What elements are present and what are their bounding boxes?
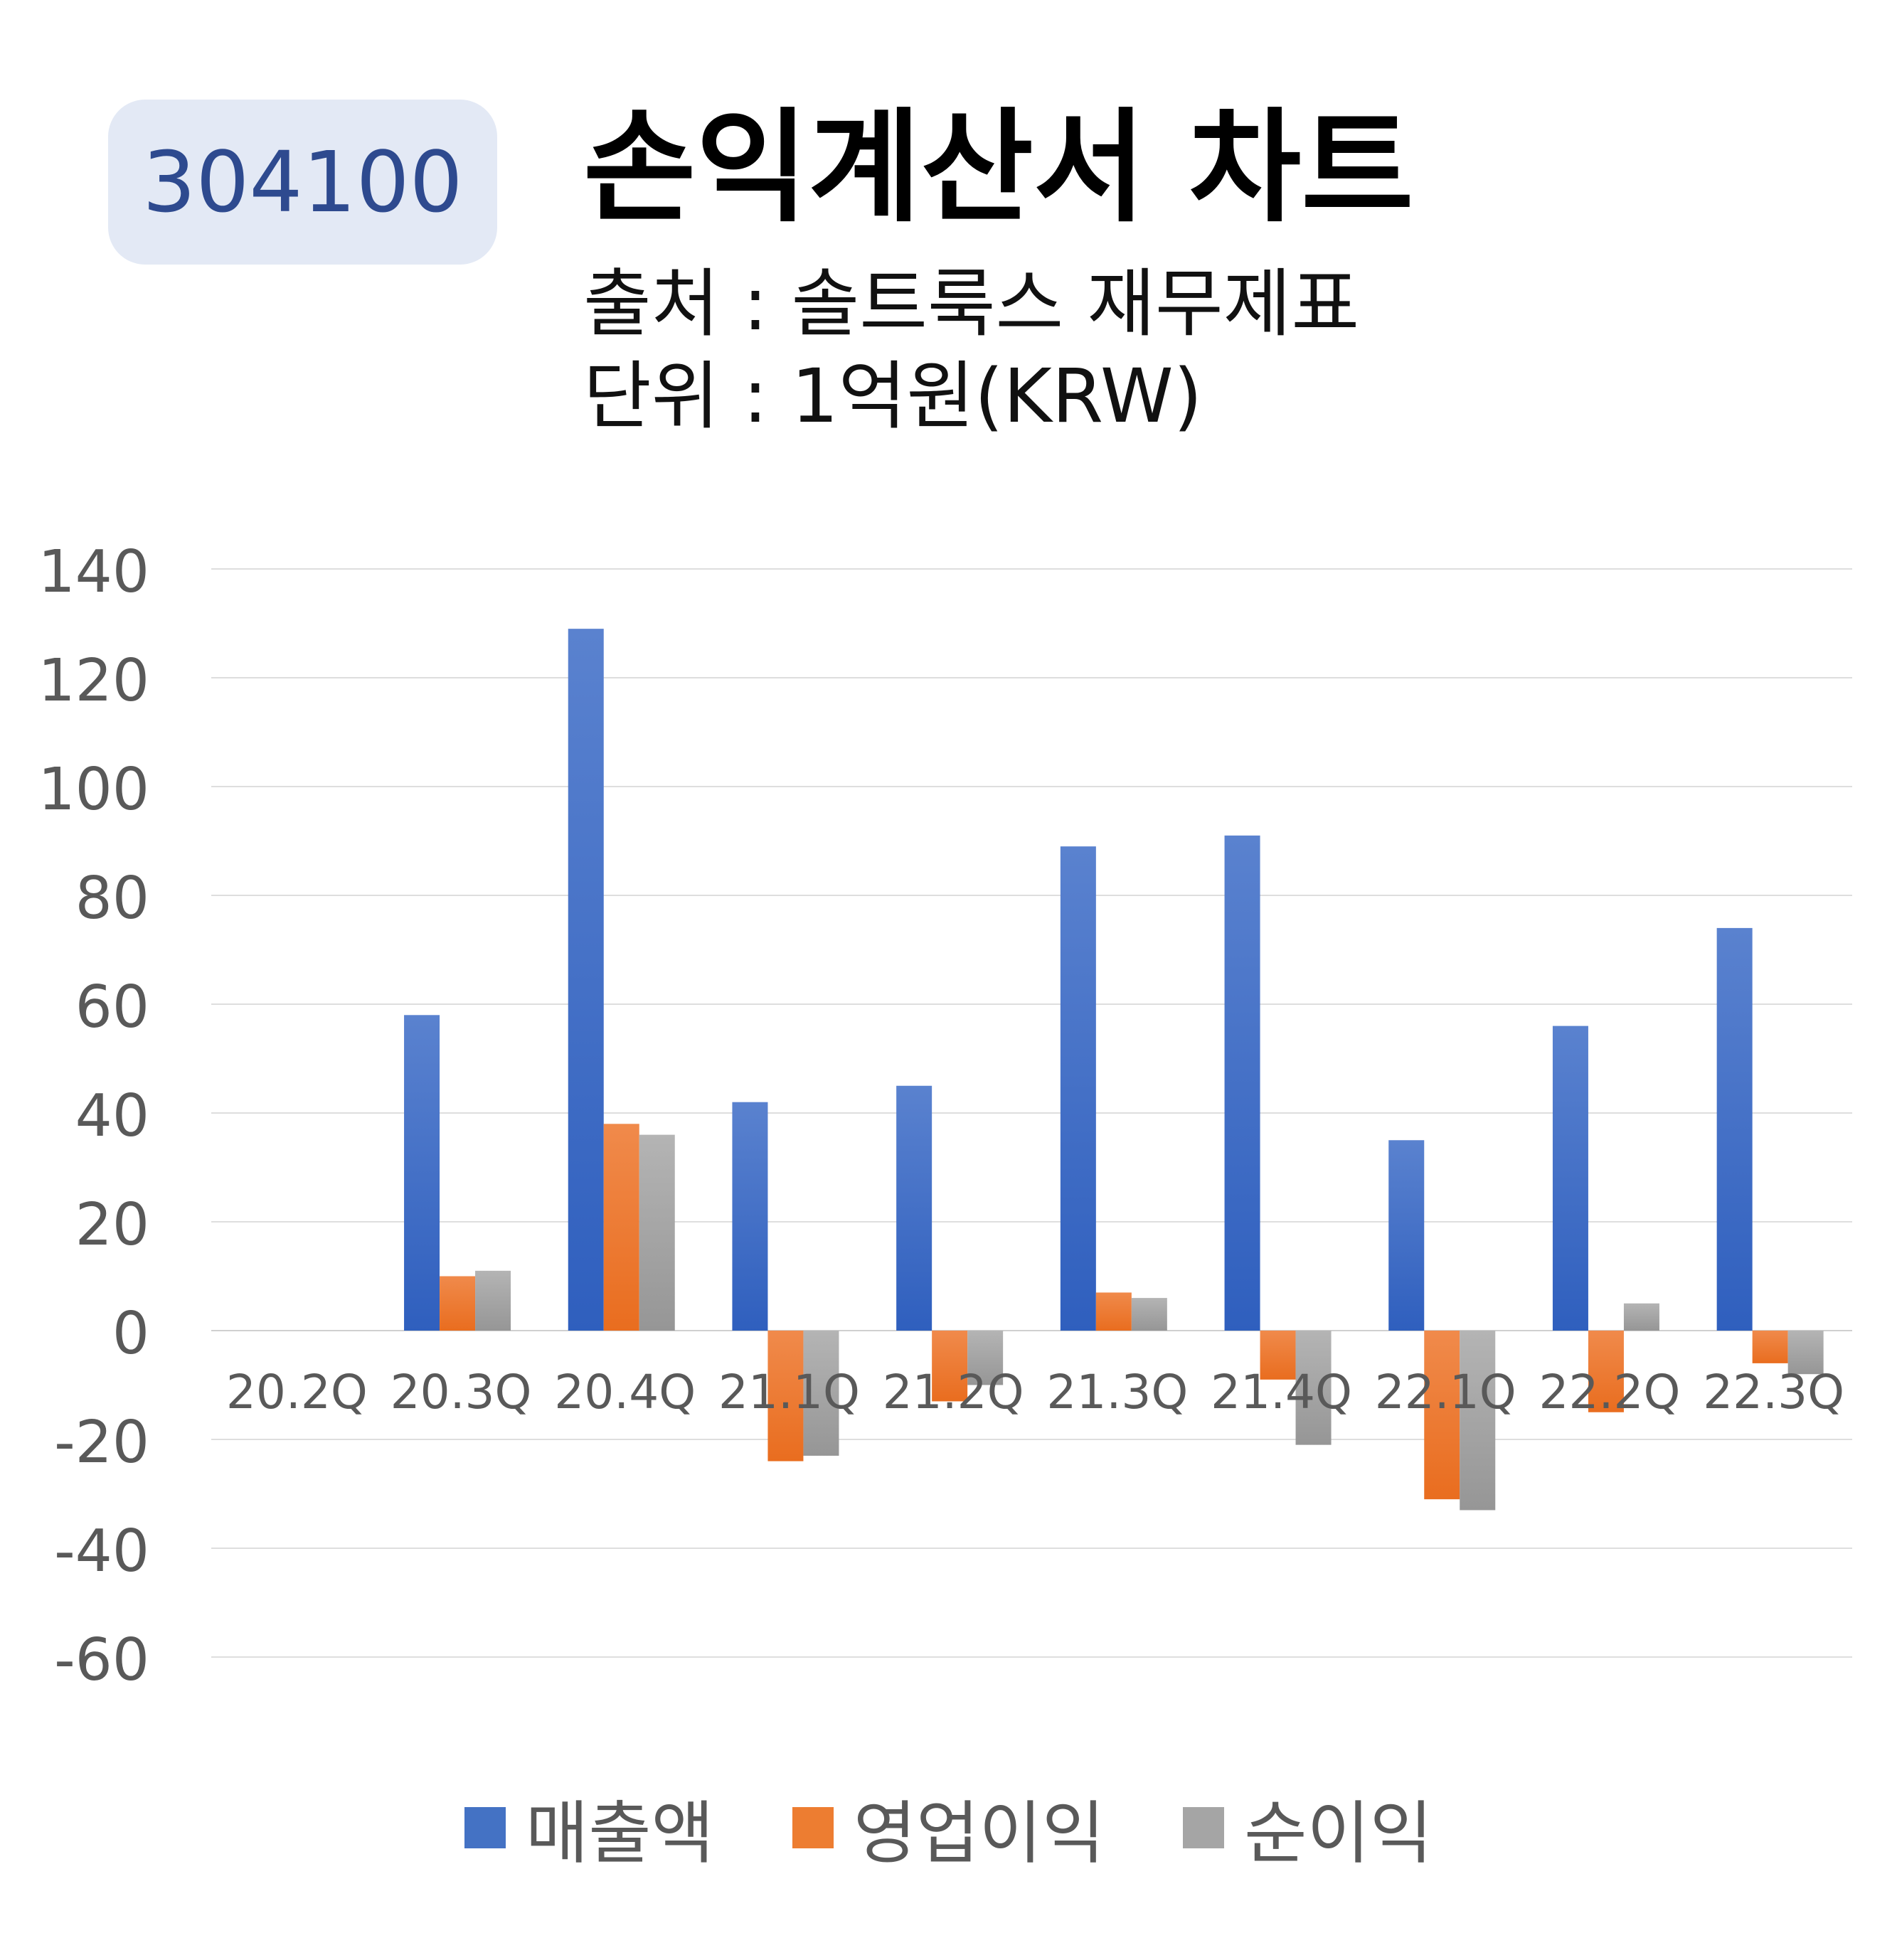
bar-순이익-21.2Q [967,1331,1004,1385]
stock-code: 304100 [142,133,463,231]
legend-item: 영업이익 [792,1778,1105,1877]
bar-영업이익-20.4Q [603,1124,639,1331]
legend-swatch [792,1806,834,1848]
x-tick-label: 21.1Q [718,1365,860,1420]
legend-swatch [1183,1806,1225,1848]
x-tick-label: 21.4Q [1211,1365,1352,1420]
y-tick-label: 80 [75,865,149,932]
bar-순이익-22.1Q [1460,1331,1496,1511]
y-tick-label: 40 [75,1082,149,1150]
bar-매출액-21.4Q [1224,835,1260,1331]
chart-title: 손익계산서 차트 [583,96,1414,239]
x-tick-label: 20.4Q [554,1365,696,1420]
bar-매출액-20.4Q [568,629,604,1331]
x-tick-label: 22.1Q [1375,1365,1516,1420]
bar-순이익-22.3Q [1787,1331,1824,1375]
bar-매출액-22.2Q [1552,1026,1588,1331]
gridlines [211,568,1852,1658]
bar-영업이익-22.3Q [1752,1331,1788,1363]
x-axis: 20.2Q 20.3Q 20.4Q 21.1Q 21.2Q 21.3Q 21.4Q 22.1Q… [226,1365,1844,1420]
bar-순이익-22.2Q [1623,1303,1659,1331]
bar-순이익-20.4Q [639,1134,675,1331]
x-tick-label: 21.2Q [883,1365,1024,1420]
bar-영업이익-21.2Q [932,1331,968,1402]
y-tick-label: -60 [54,1626,149,1694]
y-tick-label: 0 [112,1300,149,1368]
bar-영업이익-21.4Q [1260,1331,1296,1380]
bar-영업이익-20.3Q [440,1276,476,1331]
x-tick-label: 22.2Q [1539,1365,1680,1420]
x-tick-label: 20.3Q [390,1365,532,1420]
legend-item: 순이익 [1183,1778,1433,1877]
y-tick-label: -40 [54,1518,149,1585]
y-tick-label: 20 [75,1191,149,1259]
legend-label: 매출액 [525,1794,714,1873]
bar-영업이익-21.1Q [767,1331,804,1461]
bar-매출액-21.1Q [732,1102,768,1331]
y-tick-label: 100 [38,756,149,824]
bar-순이익-21.1Q [803,1331,839,1456]
bar-영업이익-21.3Q [1095,1292,1132,1331]
source-text: 출처 : 솔트룩스 재무제표 [583,260,1360,347]
x-tick-label: 22.3Q [1703,1365,1844,1420]
stock-code-badge: 304100 [108,100,497,265]
bar-매출액-22.3Q [1716,927,1753,1331]
x-tick-label: 21.3Q [1046,1365,1188,1420]
legend-swatch [464,1806,506,1848]
bar-순이익-21.3Q [1131,1298,1167,1331]
bar-영업이익-22.1Q [1424,1331,1460,1500]
y-axis: 140 120 100 80 60 40 20 0 -20 -40 -60 [38,538,149,1694]
bar-매출액-21.3Q [1060,846,1096,1331]
unit-text: 단위 : 1억원(KRW) [583,353,1203,440]
bars [404,629,1824,1511]
bar-매출액-22.1Q [1388,1140,1425,1331]
legend-label: 순이익 [1244,1794,1433,1873]
bar-순이익-20.3Q [475,1270,511,1331]
legend-label: 영업이익 [853,1794,1105,1873]
bar-매출액-20.3Q [404,1015,440,1331]
y-tick-label: 120 [38,647,149,715]
bar-매출액-21.2Q [896,1085,932,1331]
y-tick-label: 140 [38,538,149,606]
legend: 매출액 영업이익 순이익 [0,1778,1897,1877]
y-tick-label: 60 [75,974,149,1041]
x-tick-label: 20.2Q [226,1365,368,1420]
y-tick-label: -20 [54,1409,149,1476]
bar-영업이익-22.2Q [1588,1331,1624,1412]
legend-item: 매출액 [464,1778,714,1877]
bar-순이익-21.4Q [1295,1331,1332,1445]
